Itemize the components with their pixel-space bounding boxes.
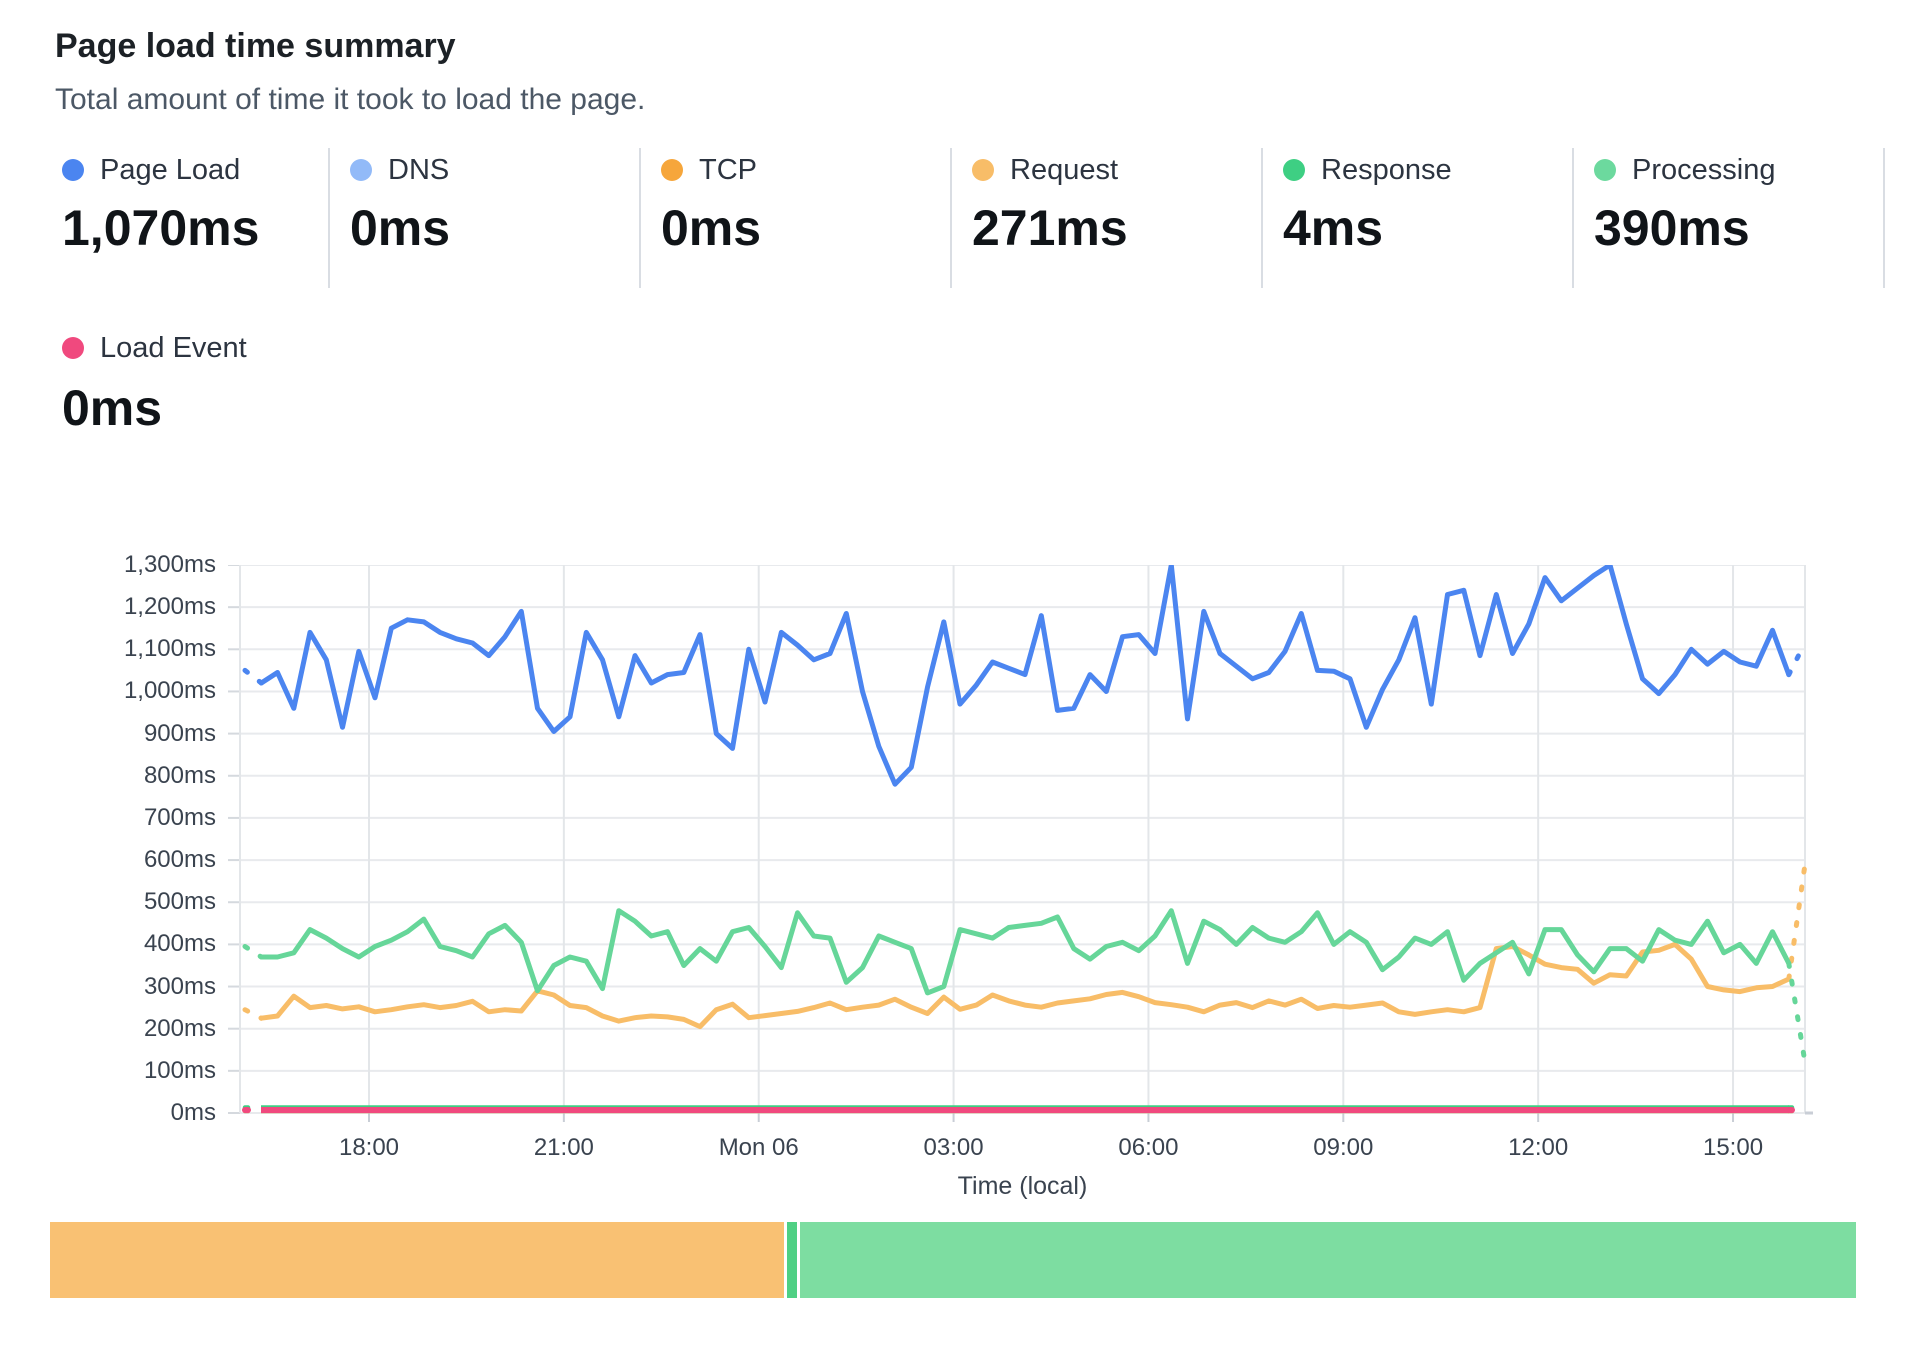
x-tick-label: 18:00 <box>338 1134 400 1161</box>
y-tick-label: 200ms <box>143 1014 216 1042</box>
y-tick-label: 1,300ms <box>123 551 216 578</box>
metric-color-dot <box>661 159 683 181</box>
metric-label: Load Event <box>100 331 247 364</box>
metric-color-dot <box>972 159 994 181</box>
metric-value: 0ms <box>62 380 163 436</box>
legend-metric[interactable]: Response 4ms <box>1263 148 1574 288</box>
distribution-segment-response[interactable] <box>786 1222 798 1298</box>
x-tick-label: 06:00 <box>1118 1134 1179 1161</box>
y-tick-label: 800ms <box>143 761 216 789</box>
x-tick-label: 15:00 <box>1702 1134 1764 1161</box>
x-tick-label: 21:00 <box>533 1134 594 1161</box>
timeseries-chart[interactable] <box>228 565 1813 1125</box>
legend-metric[interactable]: Processing 390ms <box>1574 148 1885 288</box>
y-tick-label: 100ms <box>143 1056 216 1084</box>
metric-color-dot <box>1594 159 1616 181</box>
metric-value: 0ms <box>350 200 451 256</box>
y-tick-label: 1,100ms <box>123 635 216 663</box>
page-subtitle: Total amount of time it took to load the… <box>55 83 646 116</box>
timing-distribution-bar <box>50 1222 1856 1298</box>
metric-value: 1,070ms <box>62 200 260 256</box>
series-processing-edge <box>242 944 264 960</box>
metrics-legend: Page Load 1,070ms DNS 0ms TCP 0ms Reques… <box>42 148 1887 288</box>
metric-label: Response <box>1321 153 1452 186</box>
series-processing <box>258 908 1792 996</box>
series-processing-edge <box>1786 960 1808 1065</box>
metric-label: TCP <box>699 153 757 186</box>
metric-color-dot <box>62 159 84 181</box>
legend-metric[interactable]: DNS 0ms <box>330 148 641 288</box>
x-tick-label: 03:00 <box>923 1134 984 1161</box>
metric-color-dot <box>1283 159 1305 181</box>
page-title: Page load time summary <box>55 27 456 65</box>
series-request-edge <box>1786 861 1808 982</box>
metrics-legend-overflow: Load Event 0ms <box>42 326 247 466</box>
y-tick-label: 900ms <box>143 719 216 747</box>
x-axis-title: Time (local) <box>957 1172 1088 1200</box>
metric-label: Request <box>1010 153 1119 186</box>
y-tick-label: 700ms <box>143 803 216 831</box>
y-axis-labels: 0ms 100ms 200ms 300ms 400ms 500ms 600ms 700ms 80… <box>0 551 216 1126</box>
y-tick-label: 300ms <box>143 972 216 1000</box>
metric-label: Page Load <box>100 153 241 186</box>
x-tick-label: 09:00 <box>1313 1134 1374 1161</box>
y-tick-label: 500ms <box>143 888 216 916</box>
y-tick-label: 1,000ms <box>123 677 216 705</box>
metric-value: 4ms <box>1283 200 1384 256</box>
metric-color-dot <box>62 337 84 359</box>
series-page-load <box>258 565 1792 787</box>
metric-value: 271ms <box>972 200 1128 256</box>
metric-value: 0ms <box>661 200 762 256</box>
series-request <box>258 941 1792 1030</box>
x-tick-label: Mon 06 <box>718 1134 799 1161</box>
distribution-segment-request[interactable] <box>50 1222 784 1298</box>
metric-value: 390ms <box>1594 200 1750 256</box>
x-tick-label: 12:00 <box>1508 1134 1569 1161</box>
series-request-edge <box>242 1007 264 1021</box>
y-tick-label: 600ms <box>143 846 216 874</box>
legend-metric[interactable]: Load Event 0ms <box>62 326 247 466</box>
metric-label: Processing <box>1632 153 1776 186</box>
distribution-segment-processing[interactable] <box>800 1222 1856 1298</box>
metric-color-dot <box>350 159 372 181</box>
y-tick-label: 1,200ms <box>123 593 216 621</box>
y-tick-label: 400ms <box>143 930 216 958</box>
y-tick-label: 0ms <box>170 1099 216 1126</box>
x-axis-labels: 18:00 21:00 Mon 06 03:00 06:00 09:00 12:00 15:0… <box>0 1134 1910 1166</box>
series-page-load-edge <box>242 667 264 686</box>
legend-metric[interactable]: Page Load 1,070ms <box>42 148 330 288</box>
legend-metric[interactable]: Request 271ms <box>952 148 1263 288</box>
metric-label: DNS <box>388 153 450 186</box>
series-page-load-edge <box>1786 640 1808 678</box>
legend-metric[interactable]: TCP 0ms <box>641 148 952 288</box>
